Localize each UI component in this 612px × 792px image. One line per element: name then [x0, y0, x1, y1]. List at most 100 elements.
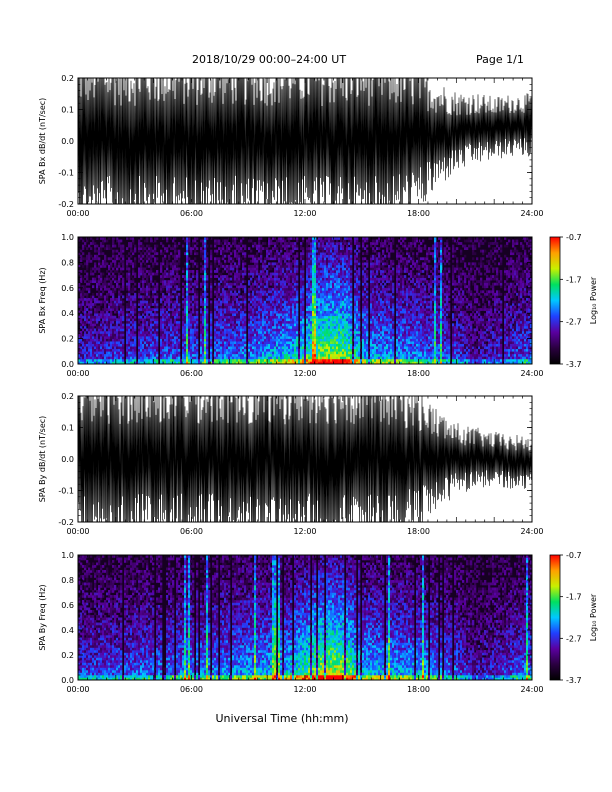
heatmap-cell — [106, 318, 109, 322]
heatmap-cell — [156, 300, 159, 304]
heatmap-cell — [196, 292, 199, 296]
heatmap-cell — [248, 295, 251, 299]
heatmap-cell — [92, 295, 95, 299]
heatmap-cell — [104, 323, 107, 327]
heatmap-cell — [148, 275, 151, 278]
heatmap-cell — [78, 343, 81, 347]
heatmap-cell — [194, 237, 197, 240]
heatmap-cell — [240, 358, 243, 362]
heatmap-cell — [118, 333, 121, 337]
heatmap-cell — [86, 313, 89, 317]
heatmap-cell — [226, 330, 229, 334]
heatmap-cell — [190, 338, 193, 342]
heatmap-cell — [252, 330, 255, 334]
heatmap-cell — [268, 351, 271, 355]
heatmap-cell — [146, 303, 149, 306]
heatmap-cell — [134, 343, 137, 347]
heatmap-cell — [292, 341, 295, 344]
heatmap-cell — [292, 323, 295, 327]
heatmap-cell — [286, 290, 289, 294]
heatmap-cell — [268, 257, 271, 261]
heatmap-cell — [292, 318, 295, 322]
heatmap-cell — [206, 325, 209, 329]
heatmap-cell — [260, 249, 263, 253]
heatmap-cell — [126, 305, 129, 309]
heatmap-cell — [252, 358, 255, 362]
heatmap-cell — [102, 336, 105, 339]
heatmap-cell — [320, 300, 323, 304]
heatmap-cell — [152, 330, 155, 334]
heatmap-cell — [164, 249, 167, 253]
heatmap-cell — [100, 356, 103, 360]
heatmap-cell — [296, 341, 299, 344]
heatmap-cell — [210, 282, 213, 286]
heatmap-cell — [190, 252, 193, 256]
heatmap-cell — [112, 249, 115, 253]
heatmap-cell — [240, 348, 243, 352]
heatmap-cell — [288, 338, 291, 342]
heatmap-cell — [118, 348, 121, 352]
heatmap-cell — [218, 361, 221, 364]
heatmap-cell — [94, 270, 97, 273]
heatmap-cell — [142, 325, 145, 329]
heatmap-cell — [268, 336, 271, 339]
heatmap-cell — [324, 336, 327, 339]
heatmap-cell — [98, 325, 101, 329]
heatmap-cell — [250, 338, 253, 342]
heatmap-cell — [186, 272, 189, 276]
heatmap-cell — [150, 295, 153, 299]
heatmap-cell — [78, 270, 81, 273]
heatmap-cell — [280, 356, 283, 360]
heatmap-cell — [236, 264, 239, 268]
heatmap-cell — [324, 292, 327, 296]
heatmap-cell — [140, 290, 143, 294]
heatmap-cell — [218, 242, 221, 245]
heatmap-cell — [214, 264, 217, 268]
heatmap-cell — [146, 257, 149, 261]
heatmap-cell — [242, 348, 245, 352]
heatmap-cell — [298, 353, 301, 357]
heatmap-cell — [114, 280, 117, 284]
heatmap-cell — [172, 338, 175, 342]
heatmap-cell — [322, 356, 325, 360]
heatmap-cell — [272, 348, 275, 352]
heatmap-cell — [114, 361, 117, 364]
heatmap-cell — [254, 300, 257, 304]
heatmap-cell — [88, 297, 91, 301]
heatmap-cell — [238, 323, 241, 327]
heatmap-cell — [100, 277, 103, 281]
heatmap-cell — [300, 305, 303, 309]
heatmap-cell — [160, 320, 163, 324]
heatmap-cell — [196, 282, 199, 286]
heatmap-cell — [84, 275, 87, 278]
heatmap-cell — [206, 361, 209, 364]
heatmap-cell — [220, 315, 223, 319]
heatmap-cell — [280, 292, 283, 296]
heatmap-cell — [128, 300, 131, 304]
heatmap-cell — [80, 318, 83, 322]
heatmap-cell — [280, 310, 283, 314]
heatmap-cell — [274, 318, 277, 322]
heatmap-cell — [286, 262, 289, 266]
heatmap-cell — [314, 351, 317, 355]
heatmap-cell — [320, 320, 323, 324]
heatmap-cell — [184, 308, 187, 311]
heatmap-cell — [80, 262, 83, 266]
heatmap-cell — [286, 252, 289, 256]
heatmap-cell — [182, 356, 185, 360]
heatmap-cell — [120, 285, 123, 289]
heatmap-cell — [250, 272, 253, 276]
heatmap-cell — [110, 328, 113, 332]
heatmap-cell — [104, 280, 107, 284]
heatmap-cell — [106, 323, 109, 327]
heatmap-cell — [274, 333, 277, 337]
heatmap-cell — [150, 346, 153, 350]
heatmap-cell — [114, 358, 117, 362]
heatmap-cell — [288, 318, 291, 322]
heatmap-cell — [296, 308, 299, 311]
heatmap-cell — [258, 333, 261, 337]
heatmap-cell — [204, 320, 207, 324]
heatmap-cell — [300, 303, 303, 306]
heatmap-cell — [284, 287, 287, 291]
heatmap-cell — [120, 320, 123, 324]
